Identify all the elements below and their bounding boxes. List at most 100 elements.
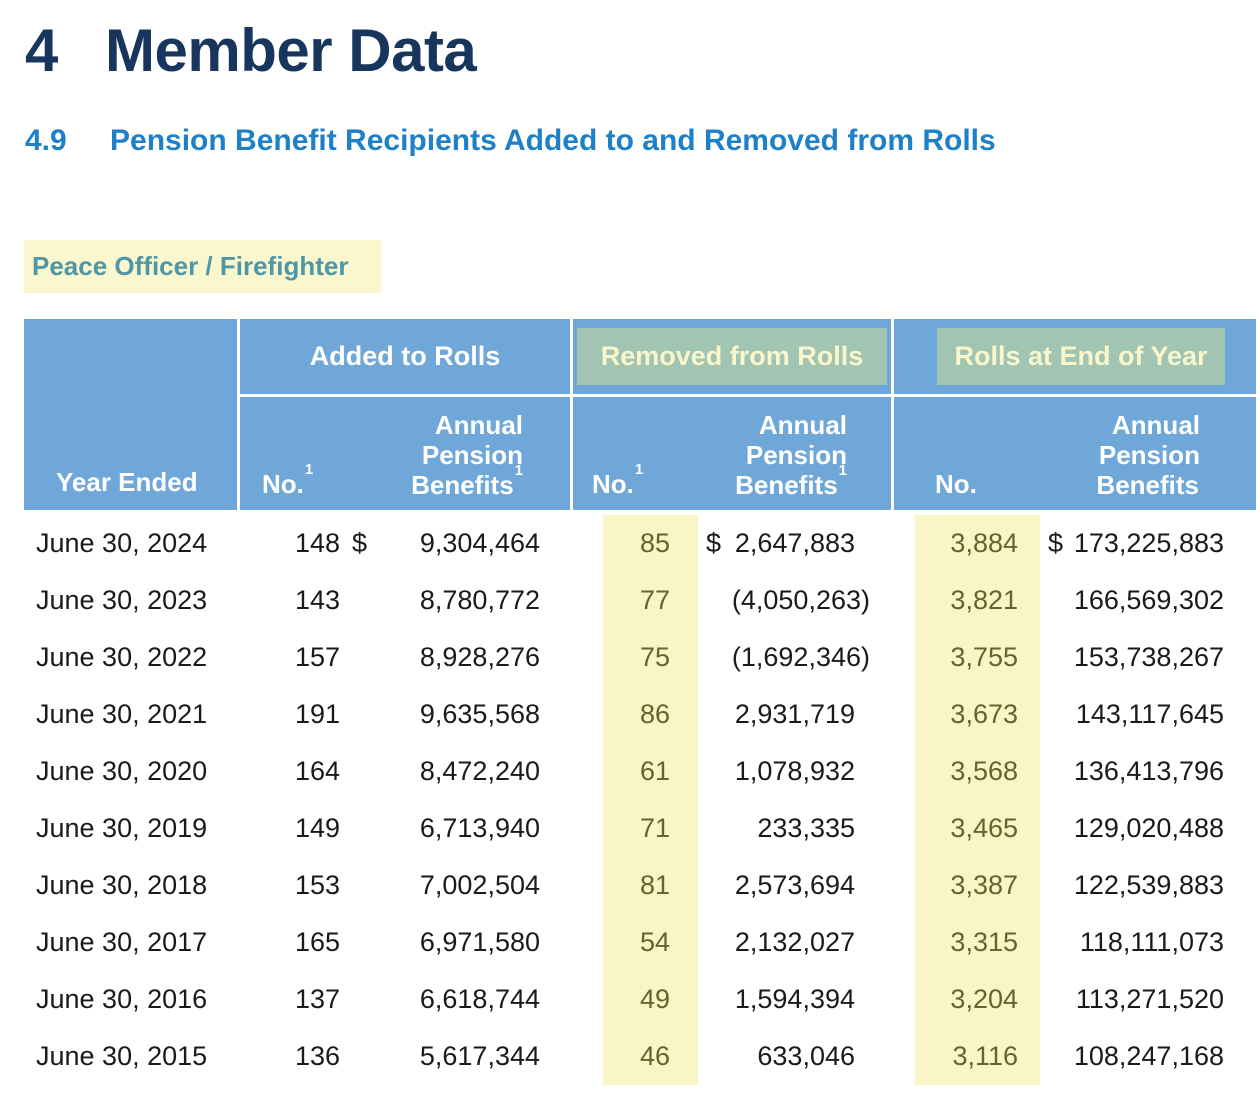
rolls-benefits-cell: 118,111,073 <box>1079 927 1224 957</box>
added-benefits-cell: 6,713,940 <box>419 813 540 843</box>
removed-no-cell: 46 <box>603 1028 698 1085</box>
removed-no-cell: 86 <box>603 686 698 743</box>
rolls-no-cell: 3,465 <box>915 800 1040 857</box>
footnote-marker: 1 <box>514 462 523 480</box>
table-body: June 30, 2024 148 $ 9,304,464 85 $ 2,647… <box>24 515 1256 1085</box>
column-header-added-benefits: Annual Pension Benefits1 <box>344 397 570 510</box>
removed-no-cell: 85 <box>603 515 698 572</box>
category-label: Peace Officer / Firefighter <box>24 240 382 293</box>
year-cell: June 30, 2018 <box>36 870 208 900</box>
added-benefits-cell: 5,617,344 <box>419 1041 540 1071</box>
added-benefits-cell: 9,635,568 <box>419 699 540 729</box>
group-header-removed-from-rolls: Removed from Rolls <box>573 319 891 394</box>
rolls-benefits-cell: 122,539,883 <box>1073 870 1224 900</box>
removed-no-cell: 77 <box>603 572 698 629</box>
removed-no-cell: 61 <box>603 743 698 800</box>
rolls-benefits-cell: 113,271,520 <box>1075 984 1224 1014</box>
rolls-no-cell: 3,821 <box>915 572 1040 629</box>
year-cell: June 30, 2016 <box>36 984 208 1014</box>
added-no-cell: 165 <box>294 927 340 957</box>
table-row: June 30, 2018 153 7,002,504 81 2,573,694… <box>24 857 1256 914</box>
added-no-cell: 153 <box>294 870 340 900</box>
table-row: June 30, 2022 157 8,928,276 75 (1,692,34… <box>24 629 1256 686</box>
group-header-added-to-rolls: Added to Rolls <box>240 319 570 394</box>
pension-rolls-table: Year Ended Added to Rolls Removed from R… <box>24 319 1256 1085</box>
column-header-removed-benefits: Annual Pension Benefits1 <box>698 397 891 510</box>
rolls-no-cell: 3,755 <box>915 629 1040 686</box>
subsection-title: Pension Benefit Recipients Added to and … <box>110 124 996 157</box>
column-header-year-ended: Year Ended <box>24 319 237 510</box>
footnote-marker: 1 <box>838 462 847 480</box>
table-row: June 30, 2023 143 8,780,772 77 (4,050,26… <box>24 572 1256 629</box>
removed-benefits-cell: 2,931,719 <box>734 699 855 729</box>
section-title: Member Data <box>105 17 477 84</box>
added-no-cell: 149 <box>294 813 340 843</box>
removed-benefits-cell: (4,050,263) <box>731 585 870 615</box>
table-header: Year Ended Added to Rolls Removed from R… <box>24 319 1256 510</box>
rolls-benefits-cell: 108,247,168 <box>1073 1041 1224 1071</box>
added-no-cell: 157 <box>294 642 340 672</box>
year-cell: June 30, 2021 <box>36 699 208 729</box>
rolls-benefits-cell: 136,413,796 <box>1073 756 1224 786</box>
removed-no-cell: 81 <box>603 857 698 914</box>
rolls-at-end-of-year-label: Rolls at End of Year <box>954 341 1208 371</box>
removed-benefits-cell: 633,046 <box>757 1041 855 1071</box>
removed-no-cell: 75 <box>603 629 698 686</box>
added-benefits-cell: 8,780,772 <box>419 585 540 615</box>
rolls-no-cell: 3,673 <box>915 686 1040 743</box>
rolls-no-cell: 3,315 <box>915 914 1040 971</box>
column-header-rolls-benefits: Annual Pension Benefits <box>1040 397 1256 510</box>
footnote-marker: 1 <box>634 461 644 479</box>
removed-no-cell: 49 <box>603 971 698 1028</box>
year-cell: June 30, 2023 <box>36 585 208 615</box>
table-row: June 30, 2020 164 8,472,240 61 1,078,932… <box>24 743 1256 800</box>
year-cell: June 30, 2020 <box>36 756 208 786</box>
table-row: June 30, 2019 149 6,713,940 71 233,335 3… <box>24 800 1256 857</box>
removed-benefits-cell: 2,132,027 <box>734 927 855 957</box>
added-no-cell: 164 <box>294 756 340 786</box>
subsection-number: 4.9 <box>25 124 67 157</box>
rolls-benefits-cell: 143,117,645 <box>1075 699 1224 729</box>
year-cell: June 30, 2015 <box>36 1041 208 1071</box>
added-benefits-cell: 6,618,744 <box>419 984 540 1014</box>
removed-benefits-cell: 233,335 <box>757 813 855 843</box>
rolls-no-cell: 3,884 <box>915 515 1040 572</box>
rolls-no-cell: 3,568 <box>915 743 1040 800</box>
table-row: June 30, 2016 137 6,618,744 49 1,594,394… <box>24 971 1256 1028</box>
rolls-benefits-cell: 153,738,267 <box>1073 642 1224 672</box>
year-cell: June 30, 2024 <box>36 528 208 558</box>
rolls-no-cell: 3,116 <box>915 1028 1040 1085</box>
subsection-heading: 4.9 Pension Benefit Recipients Added to a… <box>25 124 996 158</box>
added-benefits-cell: 7,002,504 <box>419 870 540 900</box>
column-header-added-no: No.1 <box>240 397 344 510</box>
rolls-no-cell: 3,387 <box>915 857 1040 914</box>
removed-benefits-cell: 1,078,932 <box>734 756 855 786</box>
added-benefits-cell: $ 9,304,464 <box>352 528 540 558</box>
currency-symbol: $ <box>706 528 722 558</box>
section-number: 4 <box>25 17 58 84</box>
rolls-no-cell: 3,204 <box>915 971 1040 1028</box>
table-row: June 30, 2024 148 $ 9,304,464 85 $ 2,647… <box>24 515 1256 572</box>
added-no-cell: 136 <box>294 1041 340 1071</box>
currency-symbol: $ <box>352 528 368 558</box>
year-ended-label: Year Ended <box>56 467 198 497</box>
rolls-benefits-cell: 129,020,488 <box>1073 813 1224 843</box>
removed-no-cell: 54 <box>603 914 698 971</box>
year-cell: June 30, 2022 <box>36 642 208 672</box>
table-row: June 30, 2021 191 9,635,568 86 2,931,719… <box>24 686 1256 743</box>
year-cell: June 30, 2017 <box>36 927 208 957</box>
rolls-benefits-cell: 166,569,302 <box>1073 585 1224 615</box>
column-header-rolls-no: No. <box>894 397 1040 510</box>
column-header-removed-no: No.1 <box>573 397 698 510</box>
rolls-benefits-cell: $ 173,225,883 <box>1048 528 1224 558</box>
removed-benefits-cell: $ 2,647,883 <box>706 528 855 558</box>
added-no-cell: 148 <box>294 528 340 558</box>
currency-symbol: $ <box>1048 528 1064 558</box>
added-no-cell: 191 <box>294 699 340 729</box>
removed-from-rolls-highlight: Removed from Rolls <box>577 328 887 385</box>
footnote-marker: 1 <box>304 461 314 479</box>
removed-benefits-cell: (1,692,346) <box>731 642 870 672</box>
removed-benefits-cell: 2,573,694 <box>734 870 855 900</box>
added-no-cell: 143 <box>294 585 340 615</box>
